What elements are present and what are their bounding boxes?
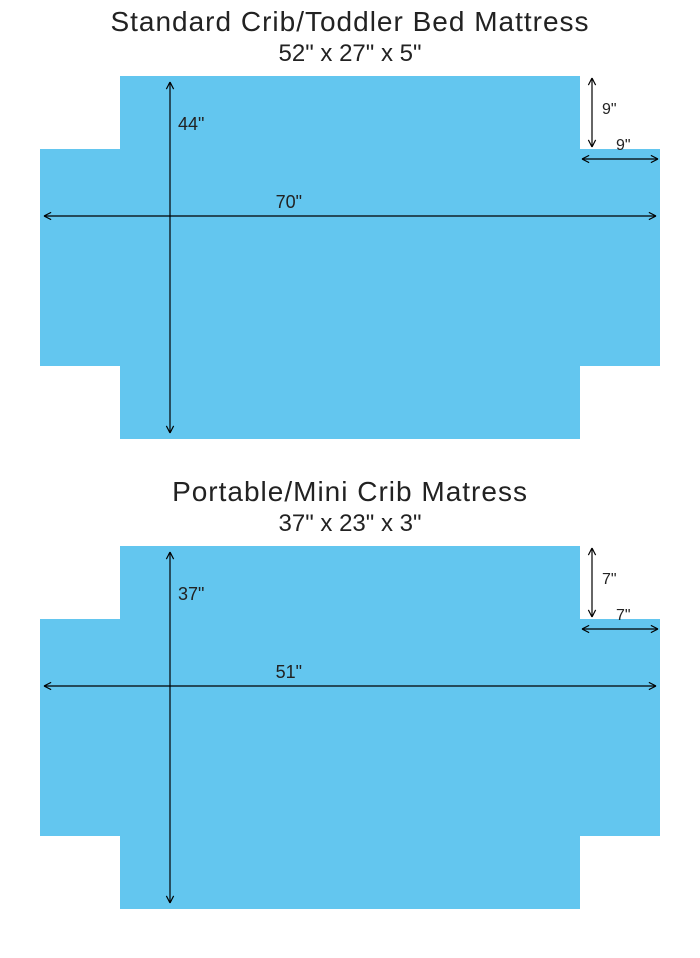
- notch-vertical-dim-label: 7": [602, 571, 617, 589]
- diagram-area: 37" 51" 7" 7": [40, 546, 660, 909]
- standard-crib-section: Standard Crib/Toddler Bed Mattress 52" x…: [0, 0, 700, 439]
- horizontal-dim-label: 51": [276, 662, 302, 683]
- portable-crib-section: Portable/Mini Crib Matress 37" x 23" x 3…: [0, 470, 700, 909]
- vertical-dim-label: 37": [178, 584, 204, 605]
- section-subtitle: 52" x 27" x 5": [0, 40, 700, 68]
- section-title: Portable/Mini Crib Matress: [0, 476, 700, 508]
- horizontal-dim-label: 70": [276, 192, 302, 213]
- dimension-arrows: [40, 76, 660, 439]
- notch-horizontal-dim-label: 9": [616, 137, 631, 155]
- notch-horizontal-dim-label: 7": [616, 607, 631, 625]
- vertical-dim-label: 44": [178, 114, 204, 135]
- section-subtitle: 37" x 23" x 3": [0, 510, 700, 538]
- diagram-area: 44" 70" 9" 9": [40, 76, 660, 439]
- notch-vertical-dim-label: 9": [602, 101, 617, 119]
- section-title: Standard Crib/Toddler Bed Mattress: [0, 6, 700, 38]
- dimension-arrows: [40, 546, 660, 909]
